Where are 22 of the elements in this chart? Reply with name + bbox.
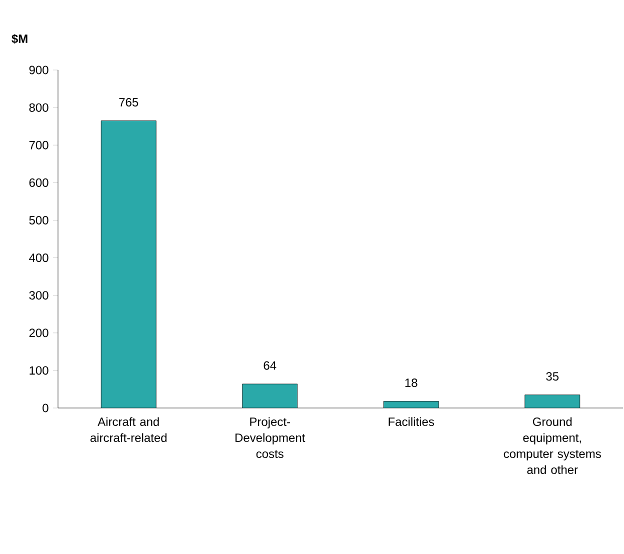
y-axis-title: $M	[12, 34, 28, 44]
y-tick-label: 200	[29, 328, 48, 338]
y-tick-label: 600	[29, 178, 48, 187]
data-label: 18	[405, 378, 418, 388]
y-tick-label: 300	[29, 291, 48, 300]
y-tick-label: 0	[42, 404, 48, 412]
x-tick-label: Aircraft and aircraft-related	[90, 417, 167, 442]
bar	[101, 120, 156, 408]
x-tick-label: Ground equipment, computer systems and other	[504, 417, 601, 474]
y-tick-label: 800	[29, 103, 48, 112]
x-tick-label: Project-Development costs	[236, 417, 306, 458]
bar	[242, 384, 298, 408]
x-tick-label: Facilities	[388, 417, 434, 426]
y-tick-label: 500	[29, 216, 48, 224]
y-tick-label: 400	[29, 254, 48, 262]
y-tick-label: 100	[30, 366, 48, 375]
y-tick-label: 700	[29, 140, 48, 150]
bar	[524, 394, 580, 408]
data-label: 765	[119, 98, 138, 107]
data-label: 64	[264, 361, 276, 370]
data-label: 35	[546, 372, 559, 381]
y-tick-label: 900	[29, 66, 48, 74]
